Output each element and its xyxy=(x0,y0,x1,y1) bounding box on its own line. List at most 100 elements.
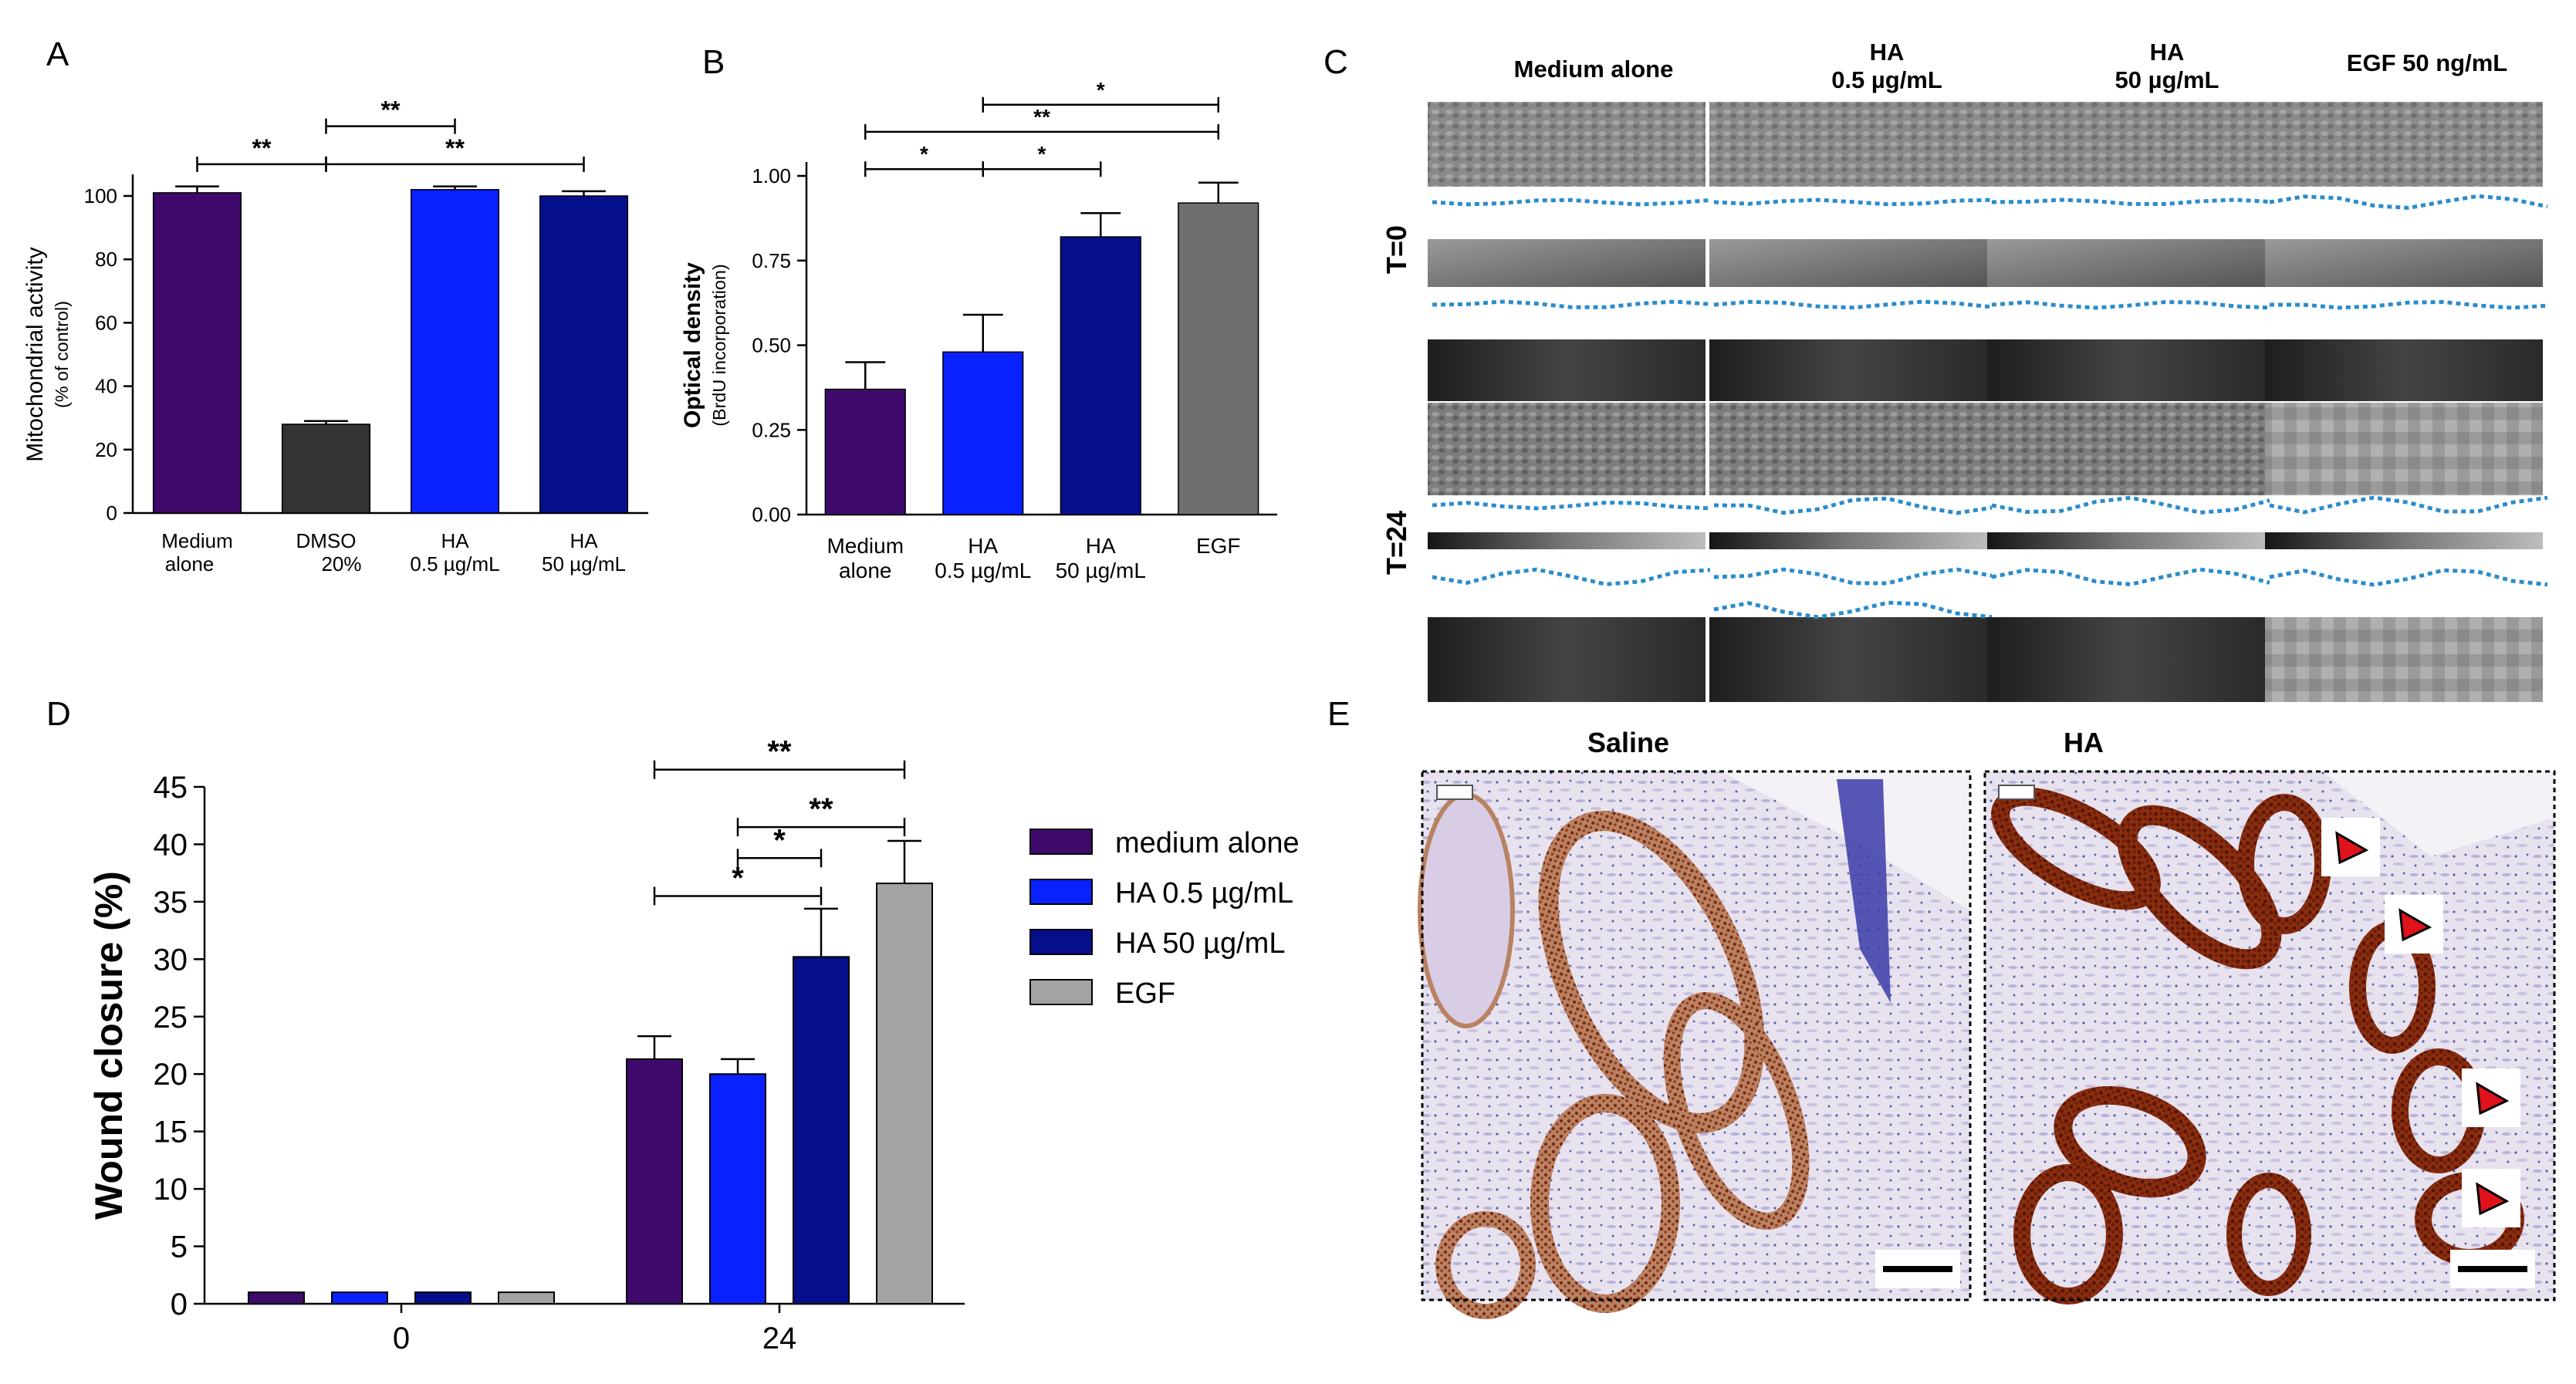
wound-edge-line xyxy=(2269,568,2548,587)
bar xyxy=(331,1291,388,1305)
y-tick-label: 10 xyxy=(154,1173,188,1207)
legend-label: HA 0.5 µg/mL xyxy=(1115,877,1293,910)
bar xyxy=(248,1291,305,1305)
significance-label: * xyxy=(1097,78,1105,102)
bar xyxy=(414,1291,472,1305)
micrograph-tile xyxy=(1428,339,1706,401)
wound-edge-line xyxy=(1713,299,1993,310)
x-tick-label: EGF xyxy=(1196,534,1241,558)
significance-label: ** xyxy=(381,96,401,124)
arrow-marker xyxy=(2335,831,2369,865)
significance-label: ** xyxy=(445,134,465,162)
legend-label: HA 50 µg/mL xyxy=(1115,927,1285,960)
legend-label: medium alone xyxy=(1115,827,1300,859)
x-tick-label: Medium xyxy=(161,529,232,552)
x-tick-label: Medium xyxy=(827,534,904,558)
wound-edge-line xyxy=(1432,299,1711,309)
micrograph-tile xyxy=(1428,617,1706,702)
y-tick-label: 100 xyxy=(84,184,117,208)
y-axis-label-line: Optical density xyxy=(680,262,705,428)
wound-edge-line xyxy=(1991,495,2270,515)
x-tick-label: DMSO xyxy=(296,529,357,552)
y-tick-label: 0 xyxy=(171,1288,188,1322)
bar xyxy=(498,1291,555,1305)
panel-label-c: C xyxy=(1323,43,1348,81)
significance-label: ** xyxy=(252,134,272,162)
bar xyxy=(876,883,933,1305)
y-tick-label: 80 xyxy=(95,248,117,271)
x-tick-label: 24 xyxy=(762,1322,797,1355)
y-tick-label: 40 xyxy=(154,828,188,862)
micrograph-tile xyxy=(2265,102,2543,187)
micrograph-tile xyxy=(1987,403,2265,495)
micrograph-tile xyxy=(1428,102,1706,187)
y-tick-label: 5 xyxy=(171,1230,188,1264)
y-tick-label: 0 xyxy=(106,501,117,525)
y-axis-label-line: (% of control) xyxy=(52,301,72,408)
bar xyxy=(709,1073,766,1305)
arrow-marker xyxy=(2399,908,2432,942)
chart-optical-density: 0.00 0.25 0.50 0.75 1.00 Optical density (BrdU… xyxy=(680,78,1277,582)
y-axis-label: Mitochondrial activity (% of control) xyxy=(22,247,72,461)
significance-label: ** xyxy=(809,792,833,826)
micrograph-tile xyxy=(1709,617,1987,702)
bar xyxy=(1178,202,1259,515)
bar xyxy=(942,351,1024,515)
y-tick-label: 0.75 xyxy=(752,249,791,272)
y-axis-label: Optical density (BrdU incorporation) xyxy=(680,262,729,428)
wound-edge-line xyxy=(1432,567,1711,586)
micrograph-tile xyxy=(2265,403,2543,495)
bar xyxy=(152,192,242,514)
bar xyxy=(1060,236,1141,515)
bar xyxy=(281,424,371,514)
x-tick-label: 50 µg/mL xyxy=(1056,559,1146,582)
histology-title-saline: Saline xyxy=(1587,727,1669,758)
arrow-marker xyxy=(2476,1182,2510,1216)
y-tick-label: 25 xyxy=(154,1001,188,1035)
micrograph-tile xyxy=(2265,532,2543,549)
y-tick-label: 40 xyxy=(95,375,117,398)
panel-label-d: D xyxy=(46,695,71,733)
micrograph-tile xyxy=(1709,532,1987,549)
y-axis-label-line: Mitochondrial activity xyxy=(22,247,48,461)
y-tick-label: 60 xyxy=(95,311,117,334)
panel-label-e: E xyxy=(1327,695,1350,733)
bar xyxy=(793,956,850,1305)
y-axis-label-line: (BrdU incorporation) xyxy=(709,264,729,427)
micrograph-tile xyxy=(1987,532,2265,549)
bar xyxy=(626,1058,683,1305)
significance-label: ** xyxy=(1033,105,1050,129)
micrograph-tile xyxy=(2265,617,2543,702)
x-tick-label: alone xyxy=(165,552,215,576)
y-tick-label: 20 xyxy=(154,1058,188,1092)
micrograph-tile xyxy=(1709,403,1987,495)
y-axis-label: Wound closure (%) xyxy=(87,871,130,1220)
column-label-egf: EGF 50 ng/mL xyxy=(2347,49,2507,76)
micrograph-tile xyxy=(1709,102,1987,187)
histology-title-ha: HA xyxy=(2064,727,2104,758)
y-tick-label: 0.00 xyxy=(752,503,791,526)
arrow-marker xyxy=(2476,1082,2510,1116)
row-label-t24: T=24 xyxy=(1381,511,1412,575)
y-tick-label: 35 xyxy=(154,886,188,920)
wound-edge-line xyxy=(1713,496,1993,515)
column-label-ha-low: HA 0.5 µg/mL xyxy=(1831,39,1942,93)
micrograph-tile xyxy=(1987,339,2265,401)
micrograph-tile xyxy=(1428,532,1706,549)
legend-swatch xyxy=(1029,929,1093,955)
y-tick-label: 30 xyxy=(154,943,188,977)
wound-healing-micrographs: Medium alone HA 0.5 µg/mL HA 50 µg/mL EGF … xyxy=(1381,39,2548,702)
legend-label: EGF xyxy=(1115,977,1175,1010)
significance-label: * xyxy=(732,861,744,895)
wound-edge-line xyxy=(2269,299,2548,310)
significance-label: * xyxy=(920,142,928,166)
micrograph-tile xyxy=(1987,102,2265,187)
x-tick-label: 0 xyxy=(393,1322,410,1355)
y-tick-label: 20 xyxy=(95,438,117,461)
legend-swatch xyxy=(1029,979,1093,1005)
column-label-ha-high: HA 50 µg/mL xyxy=(2115,39,2219,93)
histology-panel: Saline HA xyxy=(1418,727,2556,1319)
micrograph-tile xyxy=(1987,617,2265,702)
x-tick-label: HA xyxy=(1086,534,1116,558)
